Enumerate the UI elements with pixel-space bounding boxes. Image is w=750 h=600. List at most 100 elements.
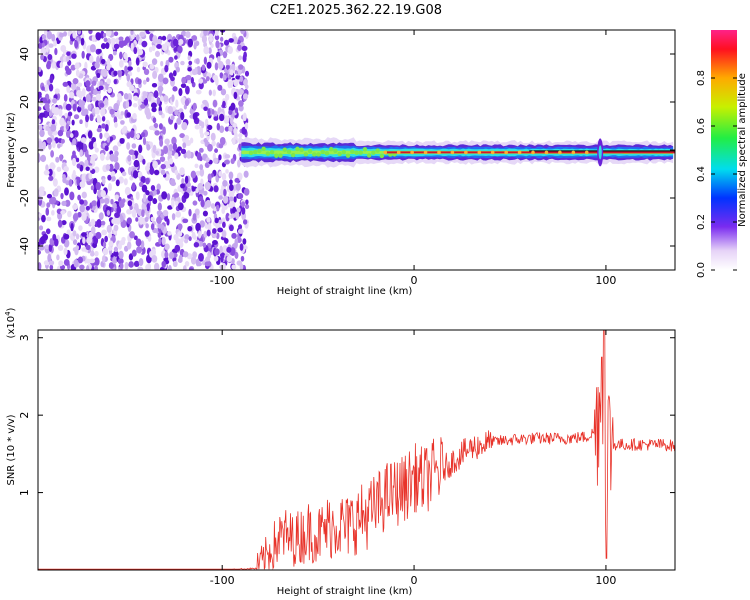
noise-blob	[239, 263, 244, 270]
noise-blob	[188, 60, 193, 66]
ridge-dot	[350, 149, 355, 154]
noise-blob	[123, 52, 128, 60]
noise-blob	[176, 117, 182, 125]
noise-blob	[39, 188, 44, 197]
noise-blob	[156, 210, 161, 216]
noise-blob	[104, 235, 108, 243]
noise-blob	[76, 163, 81, 169]
noise-blob	[78, 142, 84, 152]
x-tick-label: 100	[595, 574, 616, 587]
noise-blob	[49, 162, 56, 171]
noise-blob	[72, 213, 79, 222]
noise-blob	[225, 64, 230, 70]
noise-blob	[148, 46, 153, 53]
noise-blob	[68, 179, 73, 187]
noise-blob	[190, 170, 197, 179]
noise-blob	[222, 74, 227, 81]
x-tick-label: 0	[411, 274, 418, 287]
x-axis-label: Height of straight line (km)	[277, 586, 413, 597]
noise-blob	[126, 217, 132, 225]
noise-blob	[123, 178, 128, 186]
noise-blob	[204, 181, 211, 191]
noise-blob	[105, 164, 111, 171]
noise-blob	[226, 246, 232, 253]
y-tick-label: 0	[18, 147, 31, 154]
noise-blob	[229, 184, 234, 192]
noise-blob	[229, 179, 233, 185]
noise-blob	[65, 55, 70, 62]
noise-blob	[228, 171, 234, 180]
noise-blob	[185, 139, 192, 147]
noise-blob	[239, 243, 244, 251]
noise-blob	[213, 185, 219, 193]
noise-blob	[192, 200, 198, 206]
noise-blob	[178, 241, 184, 248]
noise-blob	[97, 48, 102, 54]
noise-blob	[54, 238, 59, 247]
noise-blob	[223, 237, 229, 244]
noise-blob	[182, 142, 187, 149]
noise-blob	[156, 97, 161, 105]
ridge-orange-dot	[423, 150, 428, 155]
noise-blob	[54, 47, 58, 56]
noise-blob	[158, 110, 163, 116]
noise-blob	[128, 261, 134, 268]
noise-blob	[80, 100, 86, 107]
y-scale-label: (x104)	[4, 307, 17, 338]
ridge-orange-dot	[410, 150, 414, 155]
noise-blob	[72, 239, 78, 245]
noise-blob	[160, 169, 166, 176]
noise-blob	[159, 266, 165, 270]
noise-blob	[132, 113, 137, 120]
noise-blob	[140, 240, 145, 249]
ridge-orange-dot	[450, 150, 455, 155]
noise-blob	[63, 93, 68, 102]
noise-blob	[151, 254, 158, 263]
noise-blob	[59, 154, 63, 162]
ridge-dot	[371, 150, 376, 155]
noise-blob	[105, 42, 110, 49]
noise-blob	[91, 266, 95, 270]
noise-blob	[106, 58, 111, 67]
noise-blob	[65, 68, 72, 75]
noise-blob	[48, 110, 53, 117]
noise-blob	[62, 177, 67, 184]
noise-blob	[126, 73, 131, 82]
noise-blob	[40, 47, 47, 55]
noise-blob	[178, 108, 184, 114]
noise-blob	[39, 129, 45, 138]
noise-blob	[38, 106, 42, 112]
noise-blob	[107, 174, 112, 181]
noise-blob	[93, 235, 97, 245]
noise-blob	[113, 70, 118, 77]
noise-blob	[217, 84, 223, 91]
noise-blob	[50, 123, 57, 132]
noise-blob	[109, 108, 115, 115]
noise-blob	[64, 199, 71, 207]
noise-blob	[136, 133, 140, 140]
noise-blob	[76, 176, 80, 186]
noise-blob	[172, 86, 178, 92]
noise-blob	[147, 94, 152, 102]
noise-blob	[78, 225, 83, 231]
noise-blob	[177, 223, 183, 230]
noise-blob	[38, 212, 42, 219]
noise-blob	[232, 36, 238, 45]
noise-blob	[74, 40, 79, 49]
noise-blob	[172, 260, 178, 268]
noise-blob	[208, 47, 212, 55]
noise-blob	[76, 105, 82, 113]
noise-blob	[195, 89, 202, 95]
noise-blob	[38, 140, 43, 149]
noise-blob	[141, 40, 148, 48]
noise-blob	[178, 38, 184, 45]
ridge-orange-dot	[504, 150, 508, 155]
noise-blob	[69, 91, 75, 99]
noise-blob	[240, 201, 246, 208]
noise-blob	[100, 107, 106, 117]
noise-blob	[72, 138, 77, 146]
noise-blob	[150, 216, 155, 222]
noise-blob	[160, 163, 167, 170]
noise-blob	[133, 159, 140, 168]
noise-blob	[168, 144, 173, 152]
